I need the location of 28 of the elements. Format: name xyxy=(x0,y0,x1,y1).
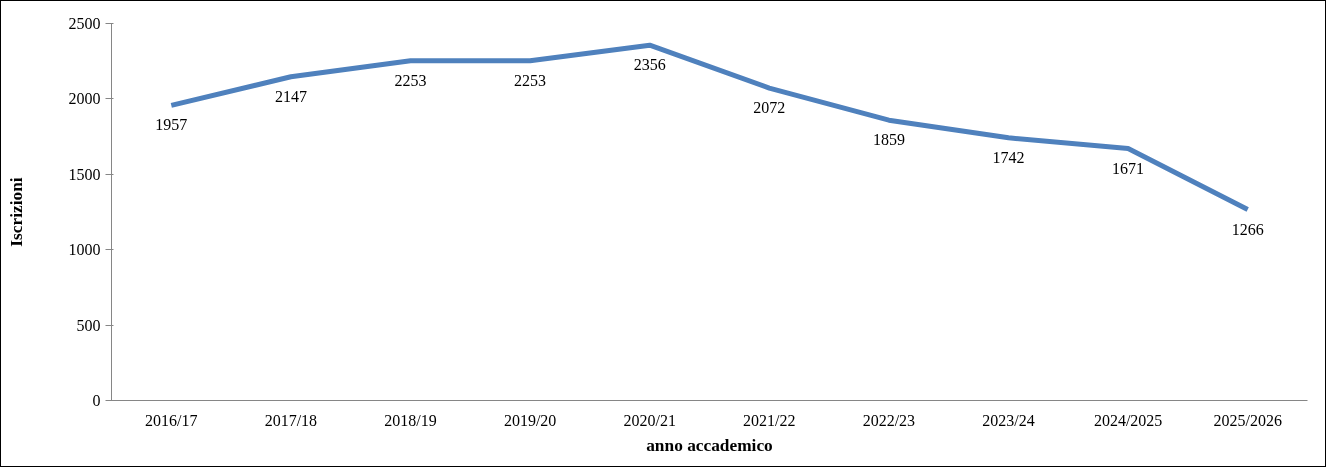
data-label: 2253 xyxy=(394,71,427,89)
x-tick-label: 2019/20 xyxy=(503,411,557,429)
data-label: 2072 xyxy=(753,99,786,117)
y-tick-label: 1500 xyxy=(68,165,101,183)
x-tick-label: 2022/23 xyxy=(862,411,916,429)
data-label: 1742 xyxy=(992,148,1025,166)
y-tick-label: 0 xyxy=(92,392,101,409)
y-tick-label: 2500 xyxy=(68,15,101,32)
x-tick-label: 2024/2025 xyxy=(1093,411,1163,429)
y-tick-label: 2000 xyxy=(68,90,101,108)
x-tick-label: 2023/24 xyxy=(982,411,1035,429)
y-tick-label: 500 xyxy=(76,316,101,334)
data-label: 1266 xyxy=(1231,220,1264,238)
data-label: 1671 xyxy=(1112,159,1145,177)
x-tick-label: 2025/2026 xyxy=(1213,411,1282,429)
y-tick-label: 1000 xyxy=(68,241,101,259)
y-axis-title: Iscrizioni xyxy=(6,177,26,247)
data-label: 2356 xyxy=(633,56,666,74)
x-tick-label: 2017/18 xyxy=(264,411,318,429)
data-label: 2147 xyxy=(274,87,307,105)
data-label: 2253 xyxy=(514,71,547,89)
x-tick-label: 2021/22 xyxy=(743,411,796,429)
x-tick-label: 2016/17 xyxy=(145,411,198,429)
data-label: 1957 xyxy=(155,116,188,134)
x-tick-label: 2018/19 xyxy=(384,411,437,429)
x-axis-title: anno accademico xyxy=(646,435,773,455)
data-label: 1859 xyxy=(872,131,905,149)
x-tick-label: 2020/21 xyxy=(623,411,676,429)
